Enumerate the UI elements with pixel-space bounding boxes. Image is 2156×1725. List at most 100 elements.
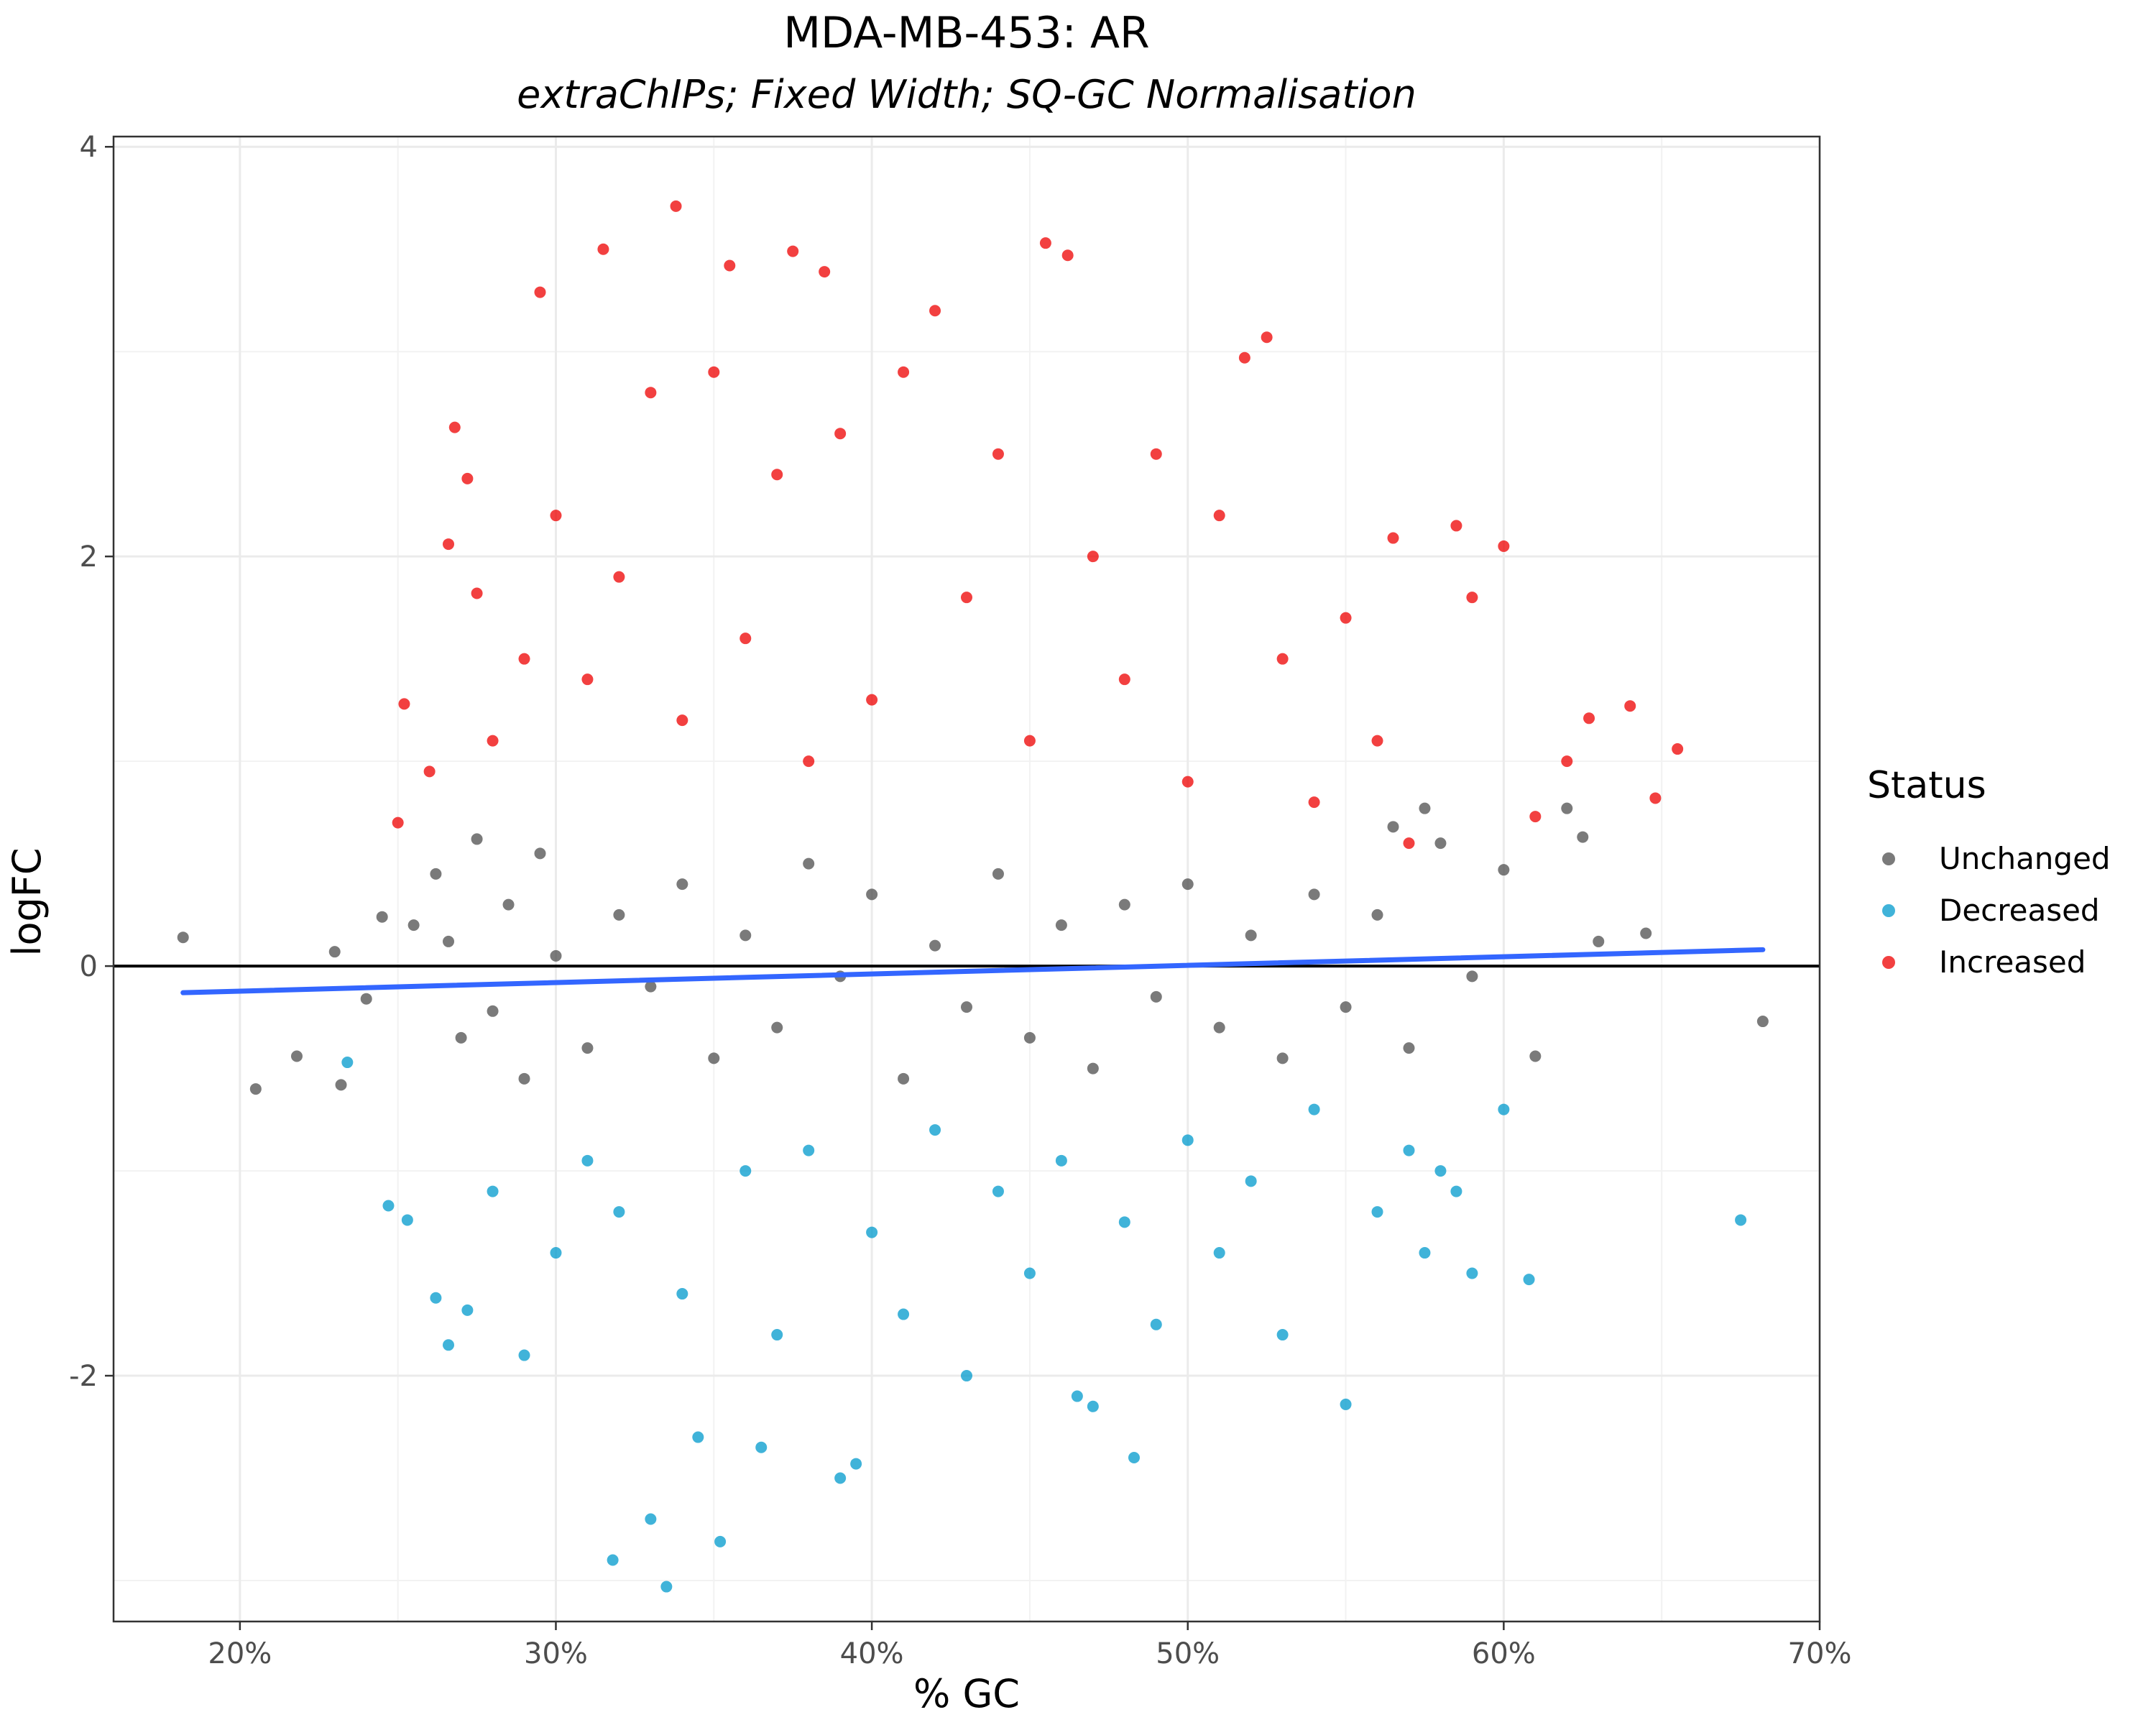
data-point-unchanged: [1245, 929, 1257, 942]
data-point-decreased: [401, 1214, 413, 1226]
y-axis-label: logFC: [4, 847, 50, 956]
data-point-unchanged: [1150, 990, 1162, 1003]
data-point-increased: [676, 714, 688, 727]
data-point-increased: [819, 266, 831, 278]
data-point-decreased: [1213, 1247, 1225, 1259]
data-point-unchanged: [645, 980, 657, 993]
data-point-decreased: [676, 1288, 688, 1300]
data-point-increased: [1213, 510, 1225, 522]
data-point-decreased: [1403, 1144, 1415, 1156]
data-point-unchanged: [290, 1050, 303, 1062]
data-point-increased: [398, 698, 410, 710]
data-point-unchanged: [1118, 898, 1130, 911]
data-point-unchanged: [1276, 1052, 1289, 1064]
data-point-unchanged: [249, 1083, 262, 1095]
data-point-decreased: [1340, 1398, 1352, 1410]
x-tick-label: 30%: [524, 1637, 588, 1670]
data-point-decreased: [740, 1165, 752, 1177]
data-point-unchanged: [1181, 878, 1194, 891]
data-point-increased: [1150, 448, 1162, 460]
data-point-increased: [866, 694, 878, 706]
data-point-increased: [1649, 792, 1662, 804]
data-point-increased: [1261, 331, 1273, 344]
chart-subtitle: extraChIPs; Fixed Width; SQ-GC Normalisa…: [517, 72, 1416, 117]
data-point-unchanged: [676, 878, 688, 891]
legend-key-unchanged: [1882, 852, 1895, 865]
data-point-increased: [581, 673, 594, 686]
data-point-unchanged: [961, 1001, 972, 1013]
data-point-decreased: [1308, 1103, 1320, 1116]
data-point-decreased: [1128, 1452, 1141, 1464]
data-point-increased: [1087, 551, 1099, 563]
data-point-increased: [1450, 520, 1462, 532]
legend-key-increased: [1882, 956, 1895, 969]
data-point-unchanged: [502, 898, 515, 911]
plot-border: [112, 135, 1821, 1623]
data-point-unchanged: [534, 847, 546, 860]
data-point-decreased: [341, 1057, 354, 1069]
data-point-increased: [550, 510, 562, 522]
data-point-increased: [1181, 776, 1194, 788]
x-tick-label: 70%: [1788, 1637, 1852, 1670]
data-point-decreased: [461, 1304, 474, 1316]
data-point-decreased: [1071, 1390, 1083, 1402]
data-point-increased: [1238, 351, 1250, 364]
data-point-increased: [443, 538, 455, 551]
data-point-unchanged: [376, 911, 388, 923]
data-point-decreased: [961, 1370, 972, 1382]
data-point-unchanged: [1403, 1042, 1415, 1054]
data-point-decreased: [1419, 1247, 1431, 1259]
data-point-increased: [834, 428, 847, 440]
chart-title: MDA-MB-453: AR: [783, 8, 1149, 58]
data-point-unchanged: [1308, 888, 1320, 901]
data-point-increased: [724, 259, 736, 272]
data-point-increased: [1529, 811, 1542, 823]
data-point-decreased: [613, 1206, 625, 1218]
data-point-increased: [961, 592, 972, 604]
y-tick-label: 0: [80, 950, 98, 983]
data-point-decreased: [929, 1124, 941, 1136]
data-point-decreased: [692, 1431, 704, 1443]
data-point-increased: [1061, 249, 1074, 262]
data-point-unchanged: [335, 1079, 347, 1091]
data-point-increased: [1466, 592, 1478, 604]
data-point-unchanged: [1466, 970, 1478, 983]
data-point-decreased: [443, 1339, 455, 1351]
data-point-decreased: [382, 1200, 395, 1212]
data-point-increased: [929, 305, 941, 317]
data-point-increased: [1498, 540, 1510, 552]
data-point-decreased: [1498, 1103, 1510, 1116]
data-point-decreased: [714, 1535, 727, 1547]
data-point-increased: [670, 200, 682, 212]
data-point-decreased: [803, 1144, 815, 1156]
data-point-decreased: [1450, 1185, 1462, 1197]
data-point-increased: [1308, 796, 1320, 809]
x-tick-label: 40%: [840, 1637, 904, 1670]
data-point-unchanged: [177, 932, 189, 944]
data-point-decreased: [1276, 1329, 1289, 1341]
data-point-increased: [461, 472, 474, 484]
data-point-unchanged: [360, 993, 372, 1005]
data-point-unchanged: [407, 919, 420, 932]
data-point-increased: [1276, 653, 1289, 665]
data-point-decreased: [487, 1185, 499, 1197]
data-point-unchanged: [803, 857, 815, 870]
data-point-decreased: [898, 1308, 910, 1320]
data-point-increased: [423, 765, 436, 778]
y-tick-label: 2: [80, 540, 98, 574]
data-point-unchanged: [1055, 919, 1067, 932]
data-point-increased: [534, 286, 546, 298]
data-point-unchanged: [1593, 935, 1605, 947]
data-point-decreased: [850, 1458, 862, 1470]
data-point-unchanged: [1529, 1050, 1542, 1062]
data-point-unchanged: [613, 908, 625, 921]
data-point-unchanged: [740, 929, 752, 942]
data-point-increased: [597, 243, 609, 255]
data-point-decreased: [1245, 1175, 1257, 1187]
data-point-unchanged: [1213, 1021, 1225, 1034]
data-point-increased: [487, 735, 499, 747]
data-point-decreased: [581, 1154, 594, 1167]
y-tick-label: -2: [69, 1360, 98, 1393]
data-point-unchanged: [443, 935, 455, 947]
data-point-increased: [1561, 755, 1573, 768]
